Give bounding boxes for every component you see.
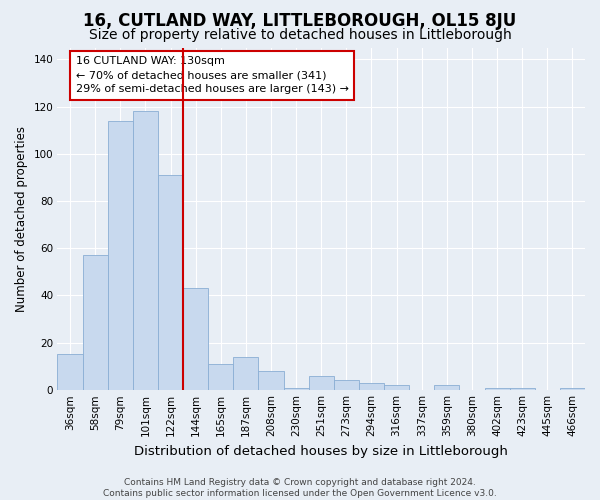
Bar: [58, 354, 83, 390]
Bar: [334, 380, 359, 390]
Text: 16, CUTLAND WAY, LITTLEBOROUGH, OL15 8JU: 16, CUTLAND WAY, LITTLEBOROUGH, OL15 8JU: [83, 12, 517, 30]
X-axis label: Distribution of detached houses by size in Littleborough: Distribution of detached houses by size …: [134, 444, 508, 458]
Bar: [284, 388, 308, 390]
Bar: [158, 175, 183, 390]
Y-axis label: Number of detached properties: Number of detached properties: [15, 126, 28, 312]
Bar: [133, 112, 158, 390]
Bar: [233, 357, 259, 390]
Bar: [108, 120, 133, 390]
Bar: [208, 364, 233, 390]
Bar: [509, 388, 535, 390]
Bar: [259, 371, 284, 390]
Bar: [384, 385, 409, 390]
Bar: [308, 376, 334, 390]
Text: Contains HM Land Registry data © Crown copyright and database right 2024.
Contai: Contains HM Land Registry data © Crown c…: [103, 478, 497, 498]
Bar: [183, 288, 208, 390]
Bar: [359, 383, 384, 390]
Text: 16 CUTLAND WAY: 130sqm
← 70% of detached houses are smaller (341)
29% of semi-de: 16 CUTLAND WAY: 130sqm ← 70% of detached…: [76, 56, 349, 94]
Bar: [434, 385, 460, 390]
Bar: [83, 256, 108, 390]
Bar: [485, 388, 509, 390]
Bar: [560, 388, 585, 390]
Text: Size of property relative to detached houses in Littleborough: Size of property relative to detached ho…: [89, 28, 511, 42]
